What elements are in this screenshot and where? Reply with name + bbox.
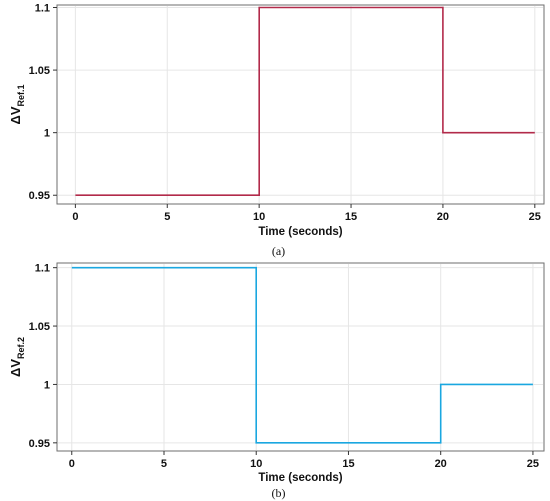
series-line xyxy=(75,6,535,196)
x-axis-label: Time (seconds) xyxy=(258,472,342,484)
y-tick-label: 0.95 xyxy=(29,190,50,202)
x-tick-label: 15 xyxy=(345,211,357,223)
y-axis-label-main: ΔV xyxy=(8,359,23,377)
x-tick-label: 15 xyxy=(342,458,354,470)
y-tick-label: 1.1 xyxy=(35,3,50,15)
y-axis-label-main: ΔV xyxy=(8,106,23,124)
x-axis-label: Time (seconds) xyxy=(258,226,342,238)
plot-area xyxy=(56,4,545,205)
series-line xyxy=(71,266,533,444)
y-axis-label: ΔVRef.2 xyxy=(8,337,26,377)
chart-panel-b: 0 5 10 15 20 25 0.95 1 1.05 1.1 Time (seconds) ΔVRe… xyxy=(8,262,545,500)
x-tick-label: 25 xyxy=(529,211,541,223)
y-axis-label-subscript: Ref.2 xyxy=(16,337,26,359)
plot-area xyxy=(56,262,545,452)
panel-caption: (b) xyxy=(272,486,286,500)
x-tick-label: 10 xyxy=(250,458,262,470)
panel-caption: (a) xyxy=(272,244,285,258)
x-tick-label: 25 xyxy=(527,458,539,470)
y-tick-label: 1.05 xyxy=(29,321,50,333)
x-tick-label: 0 xyxy=(69,458,75,470)
x-tick-label: 5 xyxy=(164,211,170,223)
x-tick-label: 10 xyxy=(253,211,265,223)
y-tick-label: 0.95 xyxy=(29,438,50,450)
y-tick-label: 1.05 xyxy=(29,65,50,77)
x-tick-label: 5 xyxy=(161,458,167,470)
y-axis-label-subscript: Ref.1 xyxy=(16,84,26,106)
x-tick-label: 0 xyxy=(72,211,78,223)
x-tick-label: 20 xyxy=(435,458,447,470)
y-tick-label: 1 xyxy=(44,128,50,140)
x-tick-label: 20 xyxy=(437,211,449,223)
chart-panel-a: 0 5 10 15 20 25 0.95 1 1.05 1.1 Time (seconds) ΔVRe… xyxy=(8,3,545,258)
y-tick-label: 1.1 xyxy=(35,263,50,275)
y-tick-label: 1 xyxy=(44,379,50,391)
y-axis-label: ΔVRef.1 xyxy=(8,84,26,124)
